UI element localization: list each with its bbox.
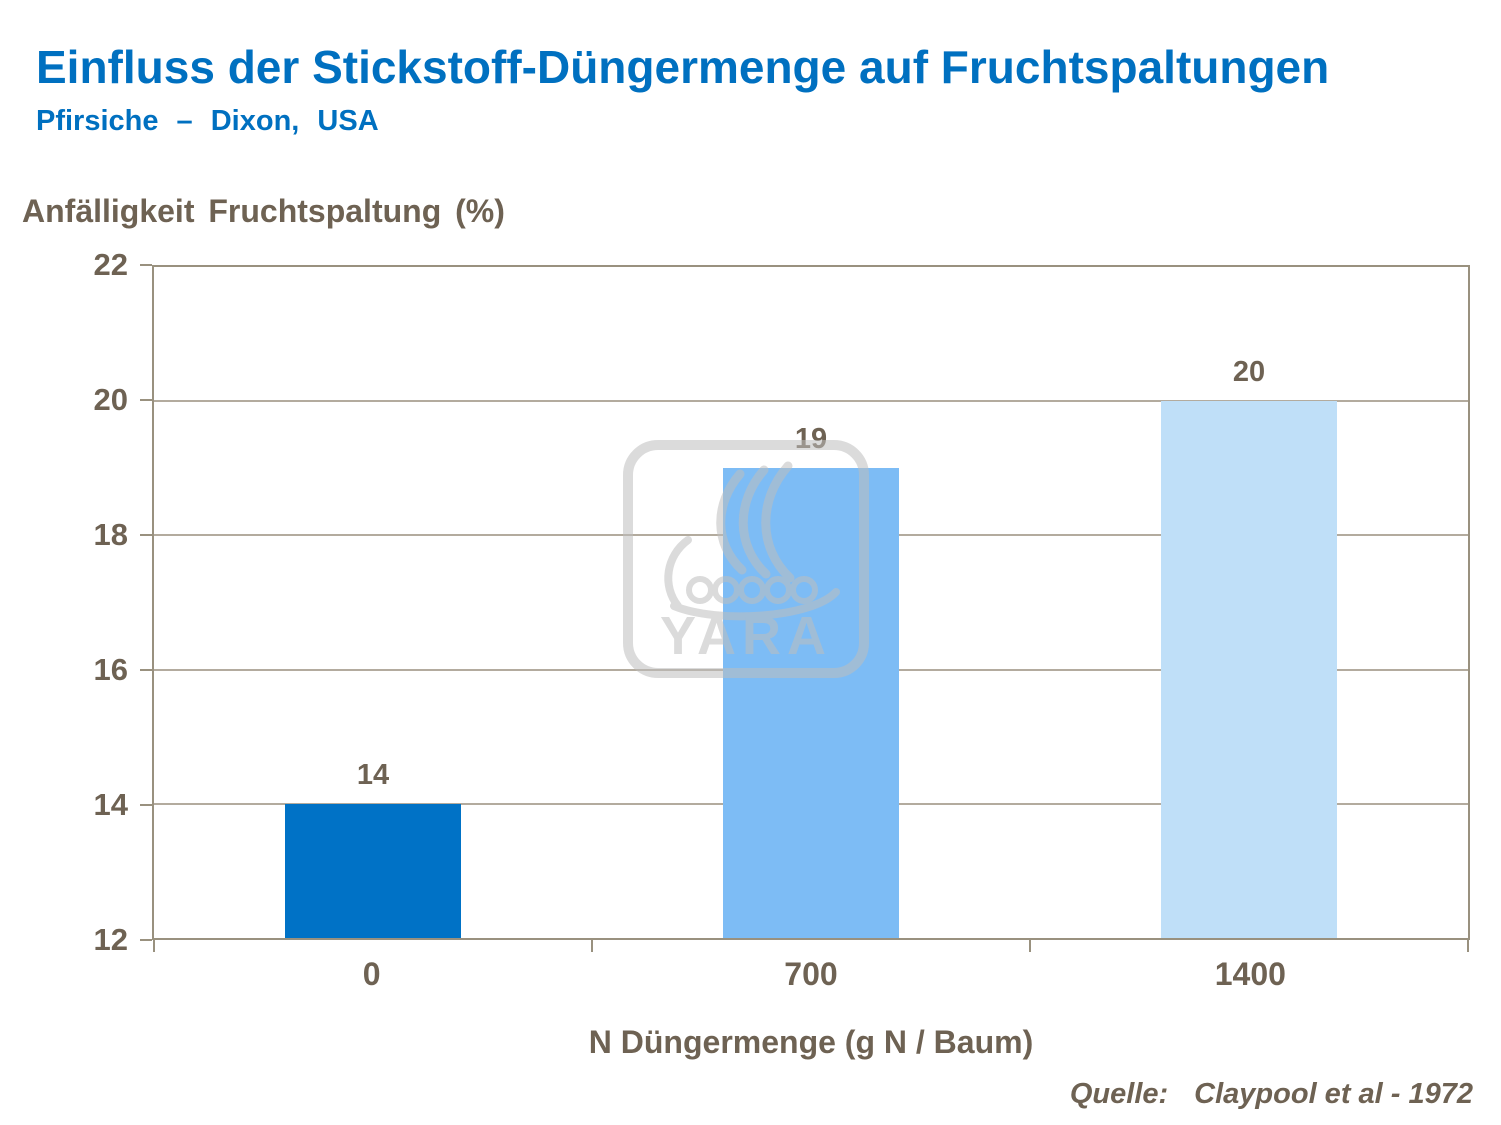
y-tick-mark-14 xyxy=(140,804,152,806)
y-tick-mark-16 xyxy=(140,669,152,671)
y-tick-label-22: 22 xyxy=(93,247,128,282)
bar-700 xyxy=(723,468,899,938)
page-subtitle: Pfirsiche – Dixon, USA xyxy=(36,105,379,137)
x-axis-title: N Düngermenge (g N / Baum) xyxy=(588,1024,1034,1060)
bar-1400 xyxy=(1161,401,1337,938)
source-text: Claypool et al - 1972 xyxy=(1194,1078,1473,1110)
x-tick-label-700: 700 xyxy=(784,956,838,992)
x-tick-mark-2 xyxy=(1029,940,1031,952)
x-tick-mark-0 xyxy=(153,940,155,952)
x-tick-label-0: 0 xyxy=(362,956,381,992)
gridline-20 xyxy=(154,400,1468,403)
y-tick-mark-22 xyxy=(140,264,152,266)
bar-value-label-0: 14 xyxy=(356,758,390,791)
y-tick-mark-12 xyxy=(140,939,152,941)
page-title: Einfluss der Stickstoff-Düngermenge auf … xyxy=(36,41,1330,93)
y-tick-label-12: 12 xyxy=(93,922,128,957)
x-axis-labels: 0 700 1400 xyxy=(152,956,1470,1002)
y-tick-label-18: 18 xyxy=(93,517,128,552)
y-axis-title: Anfälligkeit Fruchtspaltung (%) xyxy=(22,193,505,229)
x-tick-mark-3 xyxy=(1467,940,1469,952)
x-tick-mark-1 xyxy=(591,940,593,952)
x-tick-label-1400: 1400 xyxy=(1214,956,1286,992)
bar-value-label-700: 19 xyxy=(794,423,828,456)
y-axis: 12 14 16 18 20 22 xyxy=(0,247,152,957)
bar-slot-0: 14 xyxy=(154,267,592,938)
bar-0 xyxy=(285,803,461,938)
plot-area: 14 19 20 xyxy=(152,265,1470,952)
y-tick-label-14: 14 xyxy=(93,787,128,822)
source-label: Quelle: xyxy=(1069,1078,1169,1110)
y-tick-mark-20 xyxy=(140,399,152,401)
y-tick-label-16: 16 xyxy=(93,652,128,687)
bar-slot-700: 19 xyxy=(592,267,1030,938)
bar-slot-1400: 20 xyxy=(1030,267,1468,938)
source-citation: Quelle: Claypool et al - 1972 xyxy=(1070,1078,1473,1111)
bar-value-label-1400: 20 xyxy=(1232,356,1266,389)
y-tick-mark-18 xyxy=(140,534,152,536)
y-tick-label-20: 20 xyxy=(93,382,128,417)
